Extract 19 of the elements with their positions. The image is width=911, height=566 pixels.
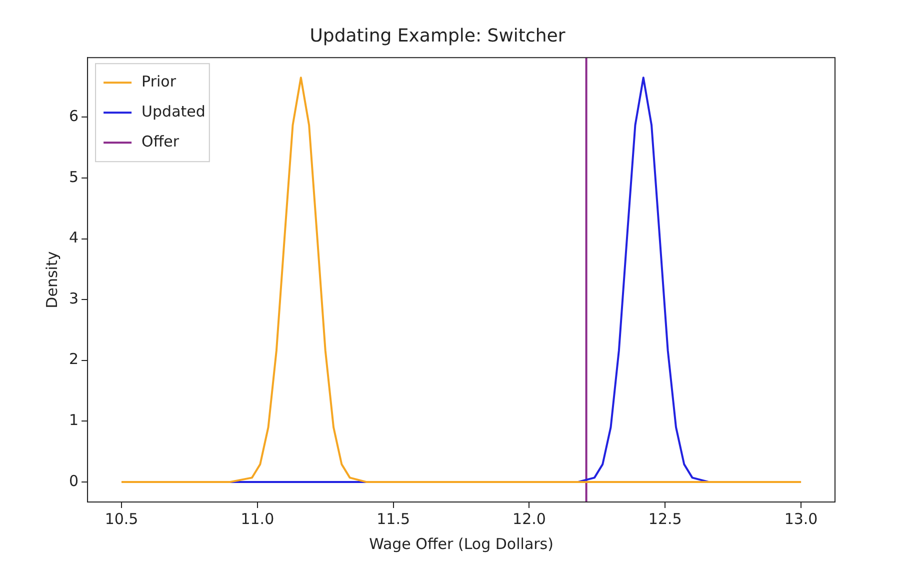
y-tick-label: 5 (68, 168, 79, 186)
y-tick-label: 6 (68, 107, 79, 126)
legend-label: Updated (142, 102, 206, 120)
legend-label: Offer (142, 132, 180, 150)
y-axis-title: Density (42, 251, 61, 308)
chart-title: Updating Example: Switcher (310, 25, 566, 46)
y-tick-label: 0 (68, 472, 79, 490)
x-tick-label: 11.0 (240, 510, 274, 528)
x-tick-label: 12.0 (512, 510, 546, 528)
x-tick-label: 13.0 (784, 510, 818, 528)
x-tick-label: 10.5 (104, 510, 138, 528)
x-tick-label: 11.5 (376, 510, 410, 528)
x-axis-title: Wage Offer (Log Dollars) (369, 534, 554, 553)
y-tick-label: 4 (68, 228, 79, 247)
x-tick-label: 12.5 (648, 510, 682, 528)
y-tick-label: 3 (68, 289, 79, 308)
y-tick-label: 1 (68, 411, 79, 430)
y-tick-label: 2 (68, 350, 79, 368)
legend-label: Prior (142, 72, 177, 90)
